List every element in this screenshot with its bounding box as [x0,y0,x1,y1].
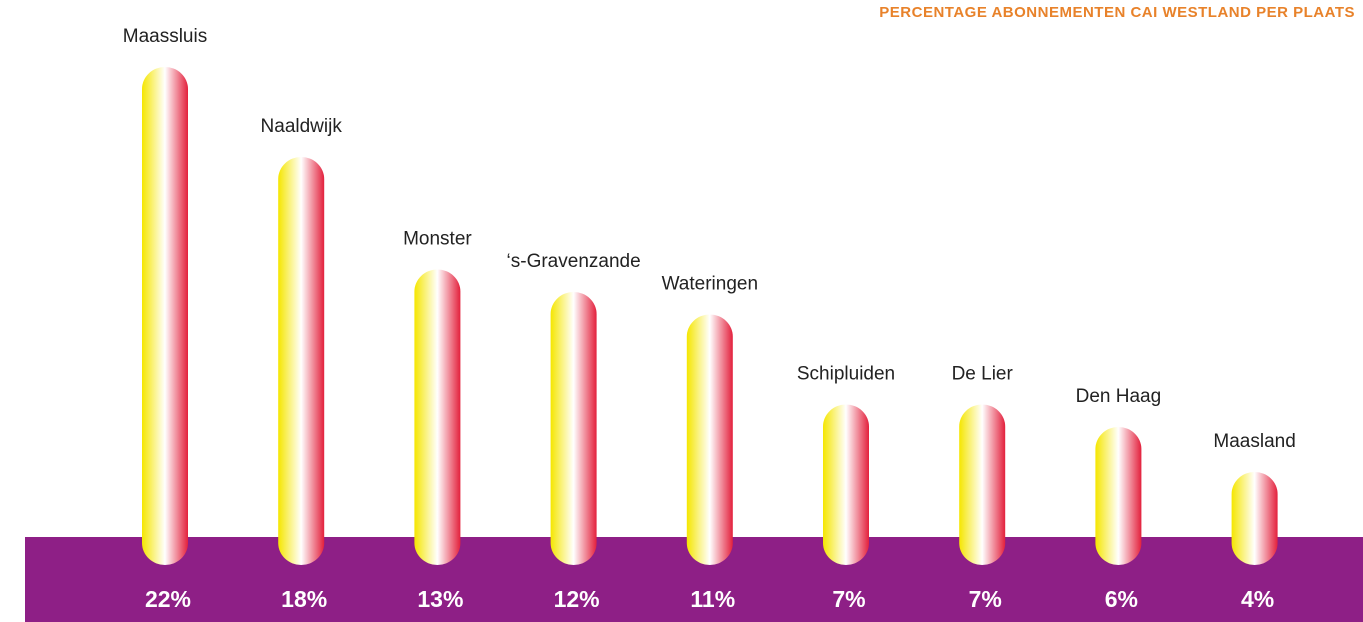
chart-title: PERCENTAGE ABONNEMENTEN CAI WESTLAND PER… [879,4,1355,21]
value-label: 13% [417,586,463,612]
bar [686,314,733,565]
category-label: Den Haag [1076,386,1162,407]
bar [823,404,869,565]
value-label: 6% [1105,586,1138,612]
value-label: 22% [145,586,191,612]
bar [550,292,597,565]
value-label: 18% [281,586,327,612]
bar [1095,427,1142,565]
category-label: De Lier [952,364,1014,385]
category-label: Maassluis [123,26,207,47]
value-label: 12% [554,586,600,612]
value-label: 11% [690,586,735,612]
category-label: ‘s-Gravenzande [507,251,641,272]
category-label: Maasland [1213,431,1295,452]
bar [278,157,325,565]
bar [414,269,461,565]
category-label: Naaldwijk [261,116,343,137]
value-label: 4% [1241,586,1274,612]
bar [959,404,1006,565]
bar [142,67,188,565]
value-label: 7% [832,586,865,612]
category-label: Wateringen [662,274,758,295]
category-label: Schipluiden [797,364,895,385]
category-label: Monster [403,229,472,250]
value-label: 7% [969,586,1002,612]
bar [1231,472,1278,565]
